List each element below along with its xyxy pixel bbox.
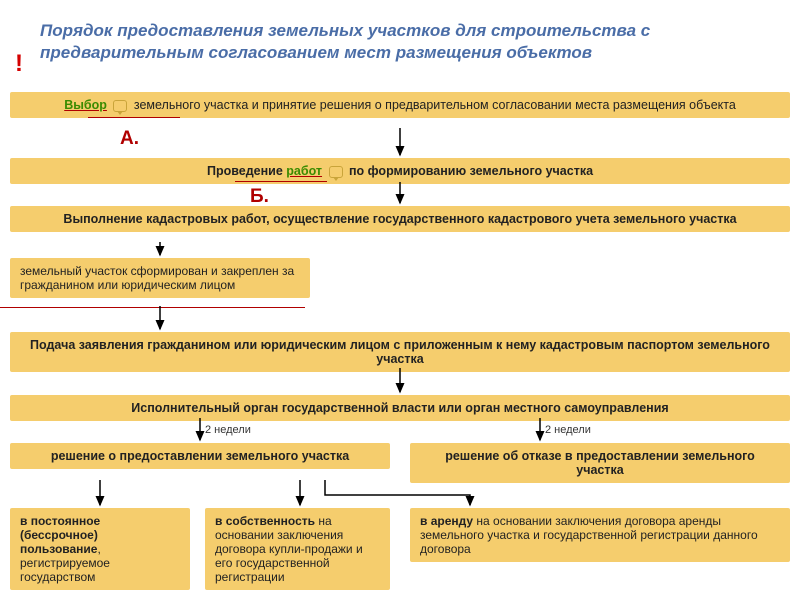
outcome-ownership: в собственность на основании заключения … <box>205 508 390 590</box>
flow-step-6-text: Исполнительный орган государственной вла… <box>131 401 668 415</box>
flow-step-2: Проведение работ по формированию земельн… <box>10 158 790 184</box>
decision-refuse-text: решение об отказе в предоставлении земел… <box>445 449 755 477</box>
decision-grant-text: решение о предоставлении земельного учас… <box>51 449 349 463</box>
page-title: Порядок предоставления земельных участко… <box>40 20 785 64</box>
flow-step-4-text: земельный участок сформирован и закрепле… <box>20 264 294 292</box>
outcome-lease: в аренду на основании заключения договор… <box>410 508 790 562</box>
comment-icon <box>329 166 343 178</box>
link-vybor[interactable]: Выбор <box>64 98 107 112</box>
outcome-permanent-bold: в постоянное (бессрочное) пользование <box>20 514 100 556</box>
annotation-a: А. <box>120 128 139 150</box>
flow-step-1-text: земельного участка и принятие решения о … <box>134 98 736 112</box>
exclamation-mark: ! <box>15 50 23 78</box>
flow-step-2-label: Проведение <box>207 164 283 178</box>
flow-step-2-text: по формированию земельного участка <box>349 164 593 178</box>
flow-step-6: Исполнительный орган государственной вла… <box>10 395 790 421</box>
flowchart-canvas: ! Порядок предоставления земельных участ… <box>0 0 800 600</box>
flow-step-4: земельный участок сформирован и закрепле… <box>10 258 310 298</box>
link-rabot[interactable]: работ <box>286 164 322 178</box>
red-underline-3 <box>0 307 305 308</box>
flow-step-1: Выбор земельного участка и принятие реше… <box>10 92 790 118</box>
time-label-right: 2 недели <box>545 424 591 436</box>
red-underline-1 <box>88 117 180 118</box>
annotation-b: Б. <box>250 186 269 208</box>
decision-refuse: решение об отказе в предоставлении земел… <box>410 443 790 483</box>
outcome-permanent: в постоянное (бессрочное) пользование, р… <box>10 508 190 590</box>
outcome-lease-bold: в аренду <box>420 514 473 528</box>
decision-grant: решение о предоставлении земельного учас… <box>10 443 390 469</box>
outcome-ownership-bold: в собственность <box>215 514 315 528</box>
red-underline-2 <box>235 181 327 182</box>
flow-step-3-text: Выполнение кадастровых работ, осуществле… <box>63 212 736 226</box>
flow-step-5-text: Подача заявления гражданином или юридиче… <box>30 338 770 366</box>
flow-step-3: Выполнение кадастровых работ, осуществле… <box>10 206 790 232</box>
comment-icon <box>113 100 127 112</box>
flow-step-5: Подача заявления гражданином или юридиче… <box>10 332 790 372</box>
time-label-left: 2 недели <box>205 424 251 436</box>
